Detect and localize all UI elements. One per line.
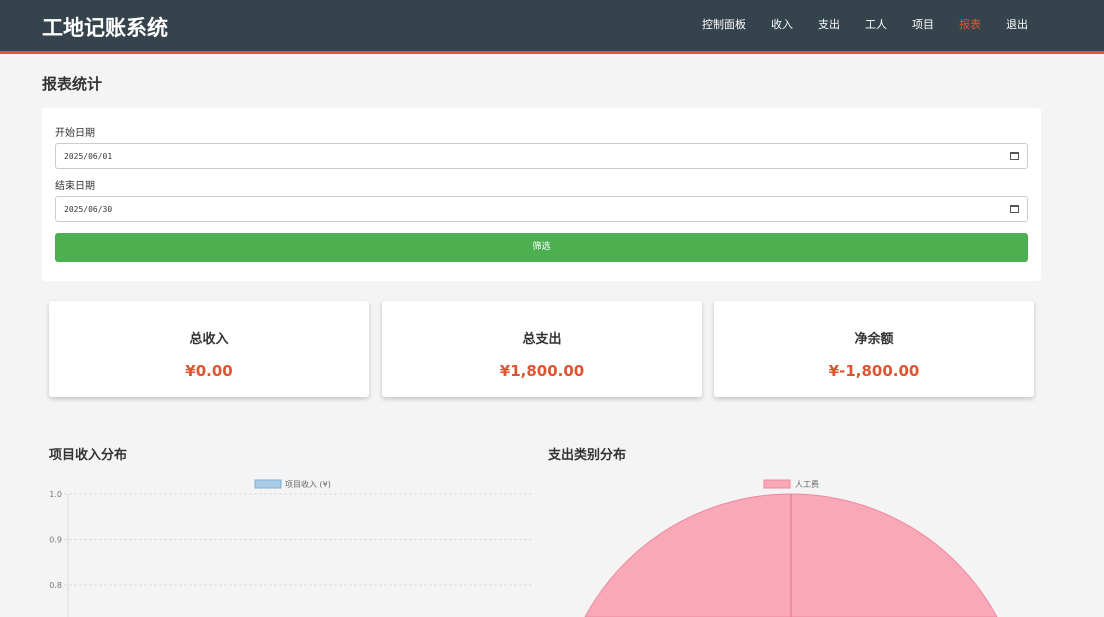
nav-workers[interactable]: 工人: [865, 18, 887, 31]
pie-legend-label: 人工费: [795, 479, 819, 489]
bar-legend-label: 项目收入 (¥): [285, 479, 331, 489]
card-value: ¥1,800.00: [499, 362, 585, 380]
y-tick-label: 1.0: [49, 490, 62, 499]
card-title: 总支出: [522, 332, 562, 347]
nav-income[interactable]: 收入: [771, 18, 793, 31]
page-title: 报表统计: [42, 75, 103, 93]
top-nav: 工地记账系统 控制面板 收入 支出 工人 项目 报表 退出: [0, 0, 1104, 54]
pie-legend-swatch: [763, 479, 791, 489]
end-date-value: 2025/06/30: [64, 205, 113, 214]
filter-button[interactable]: 筛选: [55, 233, 1028, 262]
start-date-value: 2025/06/01: [64, 152, 113, 161]
nav-menu: 控制面板 收入 支出 工人 项目 报表 退出: [702, 16, 1028, 32]
nav-dashboard[interactable]: 控制面板: [702, 18, 746, 31]
y-tick-label: 0.8: [49, 581, 62, 590]
calendar-icon[interactable]: [1010, 205, 1019, 213]
total-income-card: 总收入 ¥0.00: [49, 301, 369, 397]
nav-expense[interactable]: 支出: [818, 18, 840, 31]
nav-reports[interactable]: 报表: [959, 18, 981, 31]
nav-logout[interactable]: 退出: [1006, 18, 1028, 31]
total-expense-card: 总支出 ¥1,800.00: [382, 301, 702, 397]
card-title: 净余额: [854, 332, 894, 347]
card-title: 总收入: [189, 332, 229, 347]
end-date-label: 结束日期: [55, 181, 95, 192]
app-logo: 工地记账系统: [42, 16, 168, 40]
net-balance-card: 净余额 ¥-1,800.00: [714, 301, 1034, 397]
start-date-input[interactable]: 2025/06/01: [55, 143, 1028, 169]
card-value: ¥-1,800.00: [828, 362, 920, 380]
end-date-input[interactable]: 2025/06/30: [55, 196, 1028, 222]
nav-projects[interactable]: 项目: [912, 18, 934, 31]
bar-legend-swatch: [254, 479, 282, 489]
calendar-icon[interactable]: [1010, 152, 1019, 160]
filter-panel: 开始日期 2025/06/01 结束日期 2025/06/30 筛选: [42, 108, 1041, 281]
card-value: ¥0.00: [185, 362, 233, 380]
start-date-label: 开始日期: [55, 128, 95, 139]
y-tick-label: 0.9: [49, 536, 62, 545]
income-chart-title: 项目收入分布: [49, 448, 128, 463]
expense-chart-title: 支出类别分布: [548, 448, 627, 463]
